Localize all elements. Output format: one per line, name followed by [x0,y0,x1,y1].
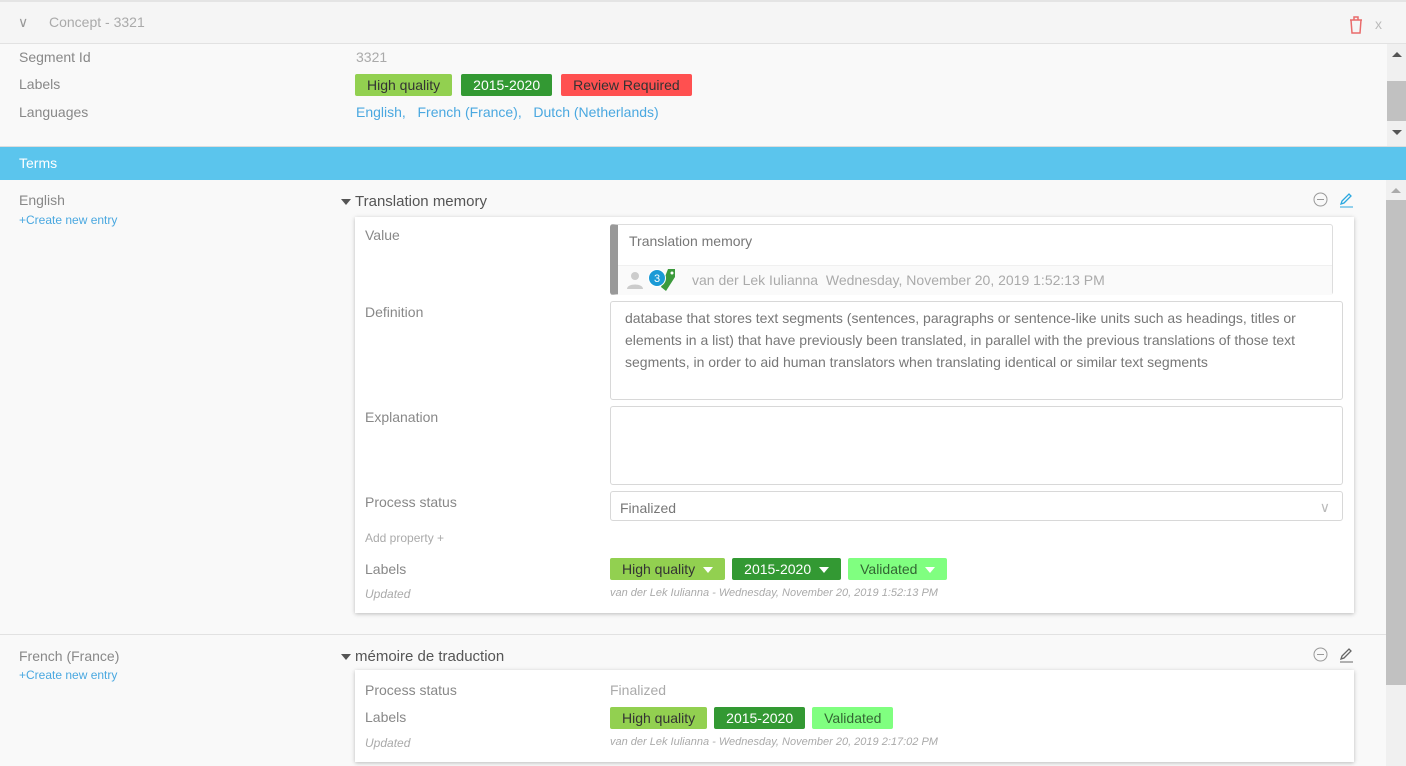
term-name: mémoire de traduction [355,648,505,665]
edit-pencil-icon[interactable] [1339,192,1354,208]
caret-down-icon [925,567,936,574]
add-property-button[interactable]: Add property + [365,531,445,545]
process-status-value: Finalized [620,500,677,516]
concept-title: Concept - 3321 [49,14,145,30]
remove-circle-icon[interactable] [1313,647,1328,662]
caret-down-icon [819,567,830,574]
label-review-required[interactable]: Review Required [561,74,692,96]
section-language: French (France) [19,648,120,664]
concept-labels: High quality 2015-2020 Review Required [355,74,698,96]
term-name: Translation memory [355,193,487,210]
comment-count-badge[interactable]: 3 [648,269,666,287]
label-high-quality[interactable]: High quality [355,74,453,96]
label-2015-2020[interactable]: 2015-2020 [461,74,553,96]
chevron-down-icon: ∨ [1319,499,1330,515]
trash-icon[interactable] [1348,16,1364,34]
value-text: Translation memory [629,233,753,249]
segment-id-label: Segment Id [19,49,91,65]
language-link-french[interactable]: French (France), [417,104,522,120]
scrollbar-thumb[interactable] [1387,81,1406,121]
user-icon [627,272,643,289]
language-link-dutch[interactable]: Dutch (Netherlands) [533,104,659,120]
term-title[interactable]: Translation memory [341,193,487,210]
value-box[interactable]: Translation memory 3 van der Lek Iuliann… [610,224,1333,295]
create-new-entry-link[interactable]: +Create new entry [19,668,118,682]
labels-label: Labels [19,76,61,92]
label-high-quality[interactable]: High quality [610,558,726,580]
scroll-up-icon[interactable] [1392,52,1402,57]
close-icon[interactable]: x [1375,16,1382,32]
explanation-textarea[interactable] [610,406,1343,485]
labels-label: Labels [365,561,407,577]
term-labels: High quality 2015-2020 Validated [610,707,899,729]
process-status-value: Finalized [610,682,667,698]
process-status-select[interactable]: Finalized ∨ [610,491,1343,521]
caret-down-icon [703,567,714,574]
scroll-down-icon[interactable] [1392,130,1402,135]
section-language: English [19,192,65,208]
value-author: van der Lek Iulianna Wednesday, November… [692,272,1105,288]
term-labels: High quality 2015-2020 Validated [610,558,953,580]
create-new-entry-link[interactable]: +Create new entry [19,213,118,227]
concept-details: Segment Id 3321 Labels High quality 2015-… [0,44,1406,147]
segment-id-value: 3321 [356,49,388,65]
tag-icon [661,269,675,291]
collapse-triangle-icon [341,199,351,206]
term-title[interactable]: mémoire de traduction [341,648,504,665]
scroll-up-icon[interactable] [1391,188,1401,193]
label-2015-2020[interactable]: 2015-2020 [732,558,842,580]
process-status-label: Process status [365,682,457,698]
remove-circle-icon[interactable] [1313,192,1328,207]
languages-list: English, French (France), Dutch (Netherl… [356,104,659,120]
definition-label: Definition [365,304,424,320]
scrollbar-thumb[interactable] [1386,200,1406,685]
updated-label: Updated [365,587,411,601]
label-2015-2020[interactable]: 2015-2020 [714,707,806,729]
terms-scrollbar[interactable] [1386,180,1406,766]
updated-value: van der Lek Iulianna - Wednesday, Novemb… [610,587,938,599]
label-high-quality[interactable]: High quality [610,707,708,729]
term-card: Process status Finalized Labels High qua… [355,670,1354,762]
label-validated[interactable]: Validated [848,558,948,580]
chevron-down-icon[interactable]: ∨ [18,14,29,30]
concept-header: ∨ Concept - 3321 x [0,0,1406,44]
updated-value: van der Lek Iulianna - Wednesday, Novemb… [610,736,938,748]
details-scrollbar[interactable] [1387,44,1406,146]
term-section-french: French (France) +Create new entry mémoir… [0,635,1386,766]
updated-label: Updated [365,736,411,750]
label-validated[interactable]: Validated [812,707,894,729]
term-section-english: English +Create new entry Translation me… [0,180,1386,635]
explanation-label: Explanation [365,409,439,425]
collapse-triangle-icon [341,654,351,661]
terms-title: Terms [19,155,58,171]
term-card: Value Translation memory 3 van der Lek I… [355,217,1354,613]
process-status-label: Process status [365,494,457,510]
language-link-english[interactable]: English, [356,104,406,120]
terms-bar: Terms [0,147,1406,180]
languages-label: Languages [19,104,89,120]
edit-pencil-icon[interactable] [1339,647,1354,663]
labels-label: Labels [365,709,407,725]
value-label: Value [365,227,400,243]
definition-textarea[interactable]: database that stores text segments (sent… [610,301,1343,400]
